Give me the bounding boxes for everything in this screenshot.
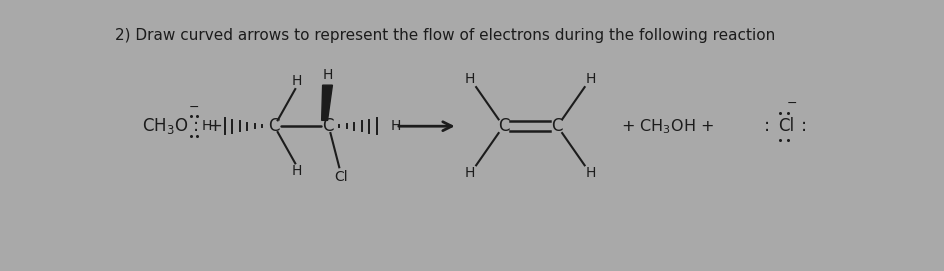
Text: H: H xyxy=(292,74,302,88)
Text: C: C xyxy=(551,117,563,135)
Text: :: : xyxy=(763,117,768,135)
Text: H: H xyxy=(464,166,475,180)
Text: H: H xyxy=(292,164,302,178)
Text: H: H xyxy=(584,166,595,180)
Text: $-$: $-$ xyxy=(188,100,199,113)
Text: H: H xyxy=(464,72,475,86)
Text: CH$_3$O: CH$_3$O xyxy=(142,116,188,136)
Text: C: C xyxy=(321,117,333,135)
Text: H: H xyxy=(391,119,400,133)
Text: +: + xyxy=(208,117,223,135)
Text: H: H xyxy=(322,68,332,82)
Text: $-$: $-$ xyxy=(785,96,797,109)
Text: Cl: Cl xyxy=(777,117,793,135)
Text: + CH$_3$OH +: + CH$_3$OH + xyxy=(620,117,713,136)
Text: :: : xyxy=(193,117,198,135)
Text: Cl: Cl xyxy=(334,170,347,184)
Text: C: C xyxy=(268,117,279,135)
Text: H: H xyxy=(584,72,595,86)
Text: H: H xyxy=(202,119,212,133)
Text: 2) Draw curved arrows to represent the flow of electrons during the following re: 2) Draw curved arrows to represent the f… xyxy=(115,28,775,43)
Text: :: : xyxy=(800,117,806,135)
Text: C: C xyxy=(497,117,509,135)
Polygon shape xyxy=(321,85,332,120)
